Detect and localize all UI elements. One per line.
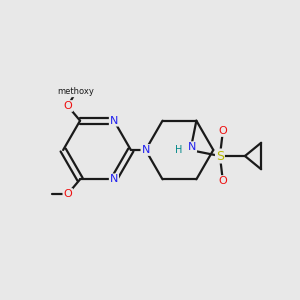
Text: N: N: [110, 174, 118, 184]
Text: O: O: [218, 176, 227, 186]
Text: O: O: [63, 189, 72, 199]
Text: H: H: [175, 145, 182, 155]
Text: N: N: [110, 116, 118, 126]
Text: O: O: [218, 126, 227, 136]
Text: N: N: [141, 145, 150, 155]
Text: methoxy: methoxy: [57, 88, 94, 97]
Text: O: O: [63, 101, 72, 111]
Text: N: N: [188, 142, 196, 152]
Text: S: S: [216, 149, 224, 163]
